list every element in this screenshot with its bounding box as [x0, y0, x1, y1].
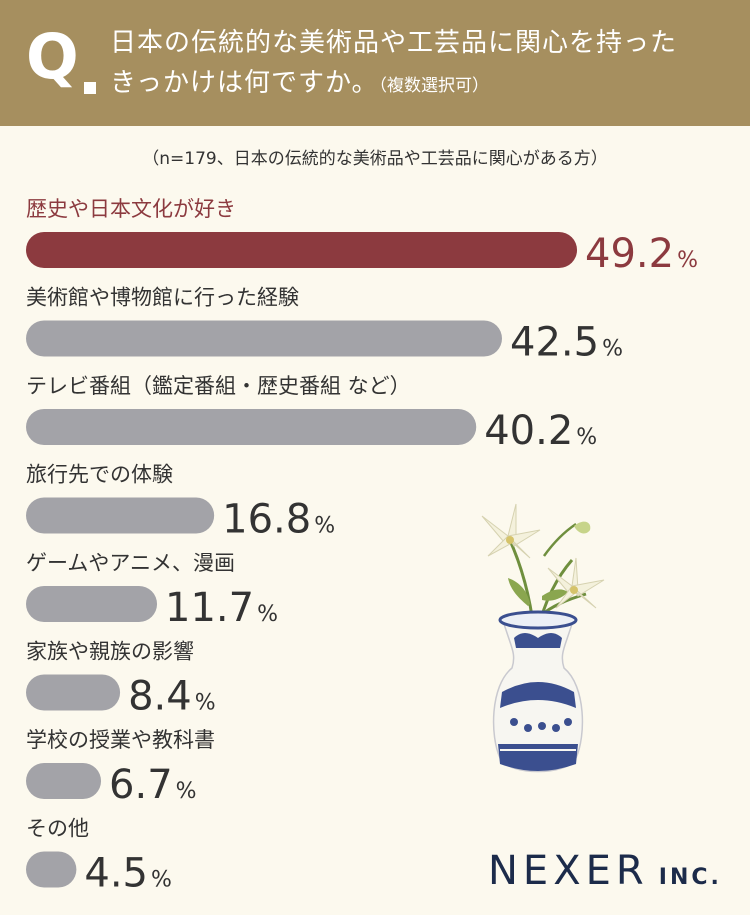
bar	[26, 586, 158, 622]
nexer-logo: NEXER INC.	[488, 848, 722, 894]
bar	[26, 851, 77, 888]
value-label: 49.2%	[585, 231, 698, 277]
category-label: 美術館や博物館に行った経験	[26, 286, 299, 310]
sample-note: （n=179、日本の伝統的な美術品や工芸品に関心がある方）	[142, 149, 608, 169]
value-label: 6.7%	[109, 762, 197, 808]
value-label: 42.5%	[510, 320, 623, 366]
category-label: 歴史や日本文化が好き	[26, 197, 236, 221]
bar	[26, 320, 502, 357]
q-dot	[84, 82, 96, 94]
bar	[26, 674, 121, 711]
value-label: 16.8%	[222, 497, 335, 543]
lily-vase-icon	[481, 503, 605, 773]
value-label: 4.5%	[84, 851, 172, 897]
bar	[26, 409, 477, 445]
bar	[26, 763, 102, 799]
category-label: 家族や親族の影響	[26, 640, 194, 664]
question-header: Q 日本の伝統的な美術品や工芸品に関心を持った きっかけは何ですか。（複数選択可…	[0, 0, 750, 126]
q-label: Q	[26, 20, 79, 93]
value-label: 11.7%	[165, 585, 278, 631]
category-label: 旅行先での体験	[26, 463, 173, 487]
logo-main: NEXER	[488, 848, 649, 894]
category-label: その他	[26, 817, 89, 841]
bar	[26, 232, 578, 268]
category-label: テレビ番組（鑑定番組・歴史番組 など）	[26, 374, 411, 398]
question-note: （複数選択可）	[378, 76, 489, 96]
question-line-2: きっかけは何ですか。（複数選択可）	[110, 66, 489, 103]
category-label: ゲームやアニメ、漫画	[26, 551, 235, 575]
question-line-2-text: きっかけは何ですか。	[110, 68, 379, 98]
question-line-1: 日本の伝統的な美術品や工芸品に関心を持った	[110, 28, 678, 58]
value-label: 40.2%	[484, 408, 597, 454]
logo-suffix: INC.	[658, 865, 722, 890]
category-label: 学校の授業や教科書	[26, 728, 215, 752]
bar	[26, 497, 215, 534]
value-label: 8.4%	[128, 674, 216, 720]
